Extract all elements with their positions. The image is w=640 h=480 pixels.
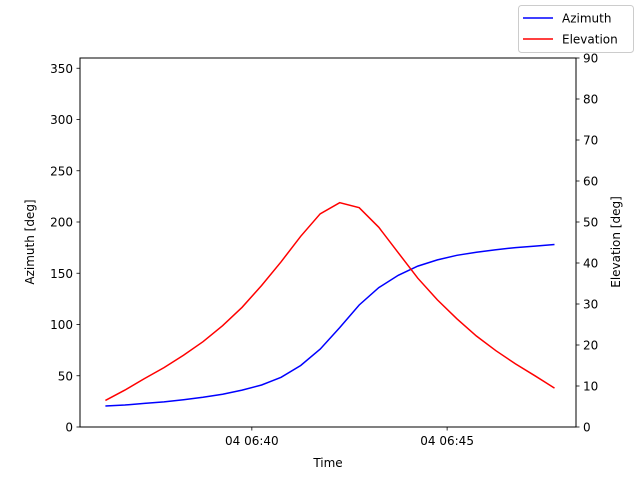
right-y-tick-label: 20 [583,339,598,353]
right-y-tick-label: 90 [583,52,598,66]
legend-label-elevation: Elevation [562,33,618,47]
plot-frame [79,57,577,428]
legend-label-azimuth: Azimuth [562,12,611,26]
axes: 0 50 100 150 200 250 300 350 0 10 20 30 40 50 60 70 80 90… [50,52,598,449]
right-y-tick-label: 60 [583,175,598,189]
left-y-tick-label: 150 [50,267,73,281]
series-line-elevation [105,201,555,402]
right-y-tick-label: 50 [583,216,598,230]
right-y-tick-label: 40 [583,257,598,271]
right-y-tick-label: 0 [583,421,591,435]
left-y-tick-label: 100 [50,318,73,332]
right-y-tick-label: 30 [583,298,598,312]
left-y-axis-label: Azimuth [deg] [23,199,37,284]
left-y-tick-label: 200 [50,216,73,230]
series-line-azimuth [105,243,555,407]
left-y-tick-label: 350 [50,62,73,76]
x-axis-label: Time [312,456,342,470]
right-y-tick-label: 10 [583,380,598,394]
x-tick-label: 04 06:45 [420,434,474,448]
left-y-tick-label: 0 [65,421,73,435]
left-y-tick-label: 250 [50,164,73,178]
right-y-tick-label: 80 [583,93,598,107]
plot-lines [105,201,555,407]
right-y-axis-label: Elevation [deg] [609,196,623,288]
right-y-tick-label: 70 [583,134,598,148]
legend: Azimuth Elevation [518,5,634,53]
left-y-tick-label: 50 [58,369,73,383]
x-tick-label: 04 06:40 [225,434,279,448]
left-y-tick-label: 300 [50,113,73,127]
